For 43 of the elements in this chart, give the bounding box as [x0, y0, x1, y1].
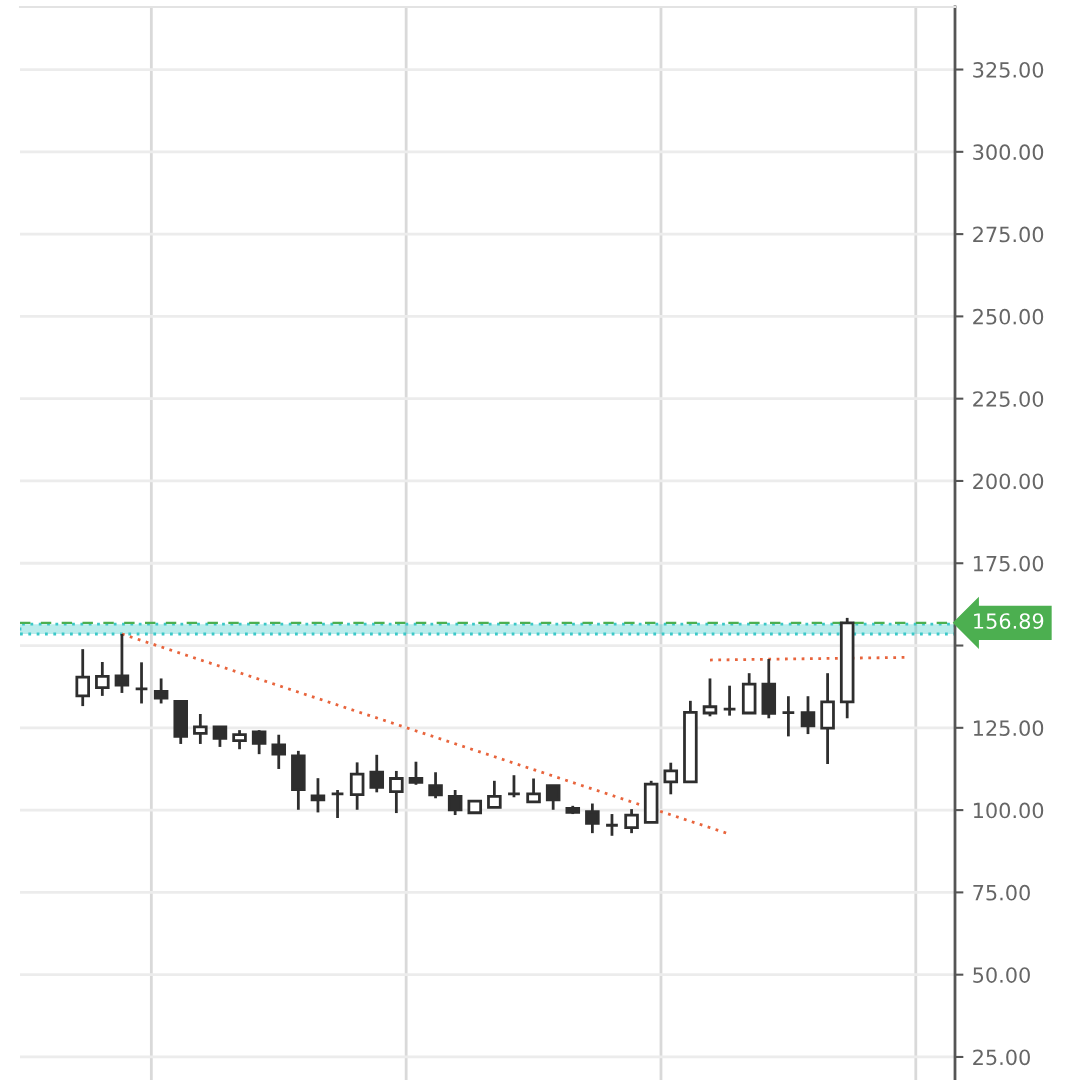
candlestick: [722, 684, 737, 718]
y-tick-label: 50.00: [973, 967, 1030, 983]
y-tick-label: 125.00: [973, 720, 1044, 737]
y-tick-label: 300.00: [973, 144, 1044, 161]
candlestick: [232, 728, 247, 751]
candlestick: [663, 761, 679, 796]
candlestick: [702, 677, 718, 718]
candlestick: [408, 760, 424, 787]
candlestick: [271, 733, 287, 771]
y-tick-label: 25.00: [973, 1049, 1030, 1066]
y-tick-label: 325.00: [973, 61, 1044, 78]
candlestick: [585, 802, 600, 835]
y-tick-label: 175.00: [973, 555, 1044, 572]
candlestick: [604, 812, 620, 838]
candlestick: [781, 694, 796, 738]
ref-line-label: 156.89: [974, 613, 1044, 629]
candlestick: [75, 647, 90, 708]
candlestick: [428, 770, 443, 800]
candlestick: [114, 632, 130, 695]
candlestick: [487, 779, 502, 809]
candlestick: [624, 807, 639, 835]
candlestick: [506, 773, 522, 799]
candlestick: [545, 784, 561, 812]
y-tick-label: 200.00: [973, 473, 1044, 490]
candlestick: [389, 769, 404, 815]
candlestick: [349, 760, 365, 812]
y-tick-label: 275.00: [973, 226, 1044, 243]
candlestick: [526, 777, 541, 804]
y-tick-label: 250.00: [973, 308, 1044, 325]
candlestick: [800, 694, 816, 736]
candlestick: [251, 728, 267, 756]
candlestick: [212, 725, 228, 749]
candlestick: [447, 788, 463, 817]
candlestick: [134, 660, 149, 705]
y-tick-label: 75.00: [973, 884, 1030, 901]
candlestick: [330, 788, 345, 820]
y-tick-label: 225.00: [973, 391, 1044, 407]
candlestick: [153, 677, 169, 705]
candlestick: [95, 660, 110, 698]
candlestick: [369, 753, 385, 794]
y-tick-label: 100.00: [973, 802, 1044, 819]
candlestick: [310, 776, 326, 814]
candlestick: [193, 712, 208, 746]
